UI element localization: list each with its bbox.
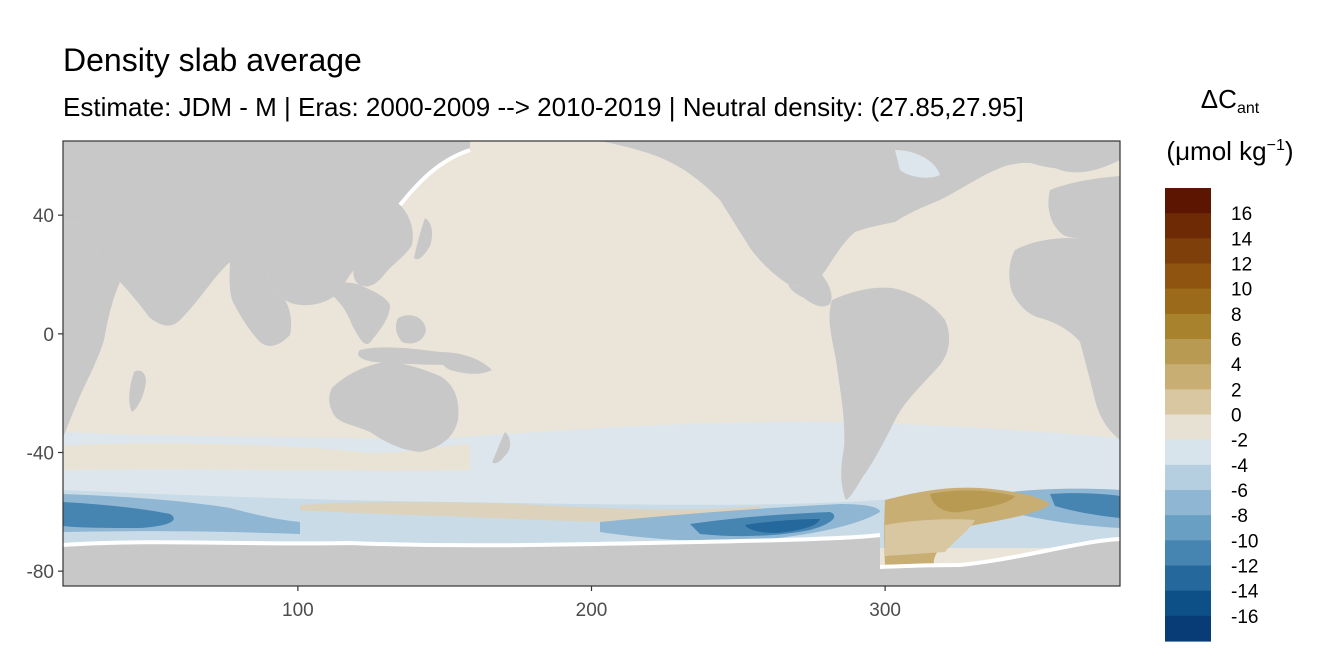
- so-indian-deep: [63, 502, 174, 528]
- land-japan: [414, 218, 433, 260]
- colorbar-swatch: [1165, 313, 1211, 340]
- colorbar-swatch: [1165, 213, 1211, 239]
- colorbar-swatch: [1165, 464, 1211, 491]
- y-axis: 40 0 -40 -80: [27, 206, 63, 583]
- y-tick-label: -40: [27, 444, 54, 465]
- colorbar-label: 14: [1231, 229, 1253, 250]
- land-masses: [63, 141, 1120, 586]
- land-madagascar: [129, 370, 146, 412]
- land-africa-west: [63, 222, 120, 438]
- land-central-america: [788, 275, 832, 307]
- legend-unit: (μmol kg−1): [1160, 136, 1300, 167]
- x-tick-label: 200: [576, 600, 608, 621]
- colorbar-swatch: [1165, 288, 1211, 315]
- so-atlantic-east-deep: [1050, 493, 1120, 518]
- colorbar-swatch: [1165, 414, 1211, 441]
- land-antarctica: [63, 536, 1120, 586]
- weddell-light: [885, 519, 975, 556]
- colorbar-label: -4: [1231, 456, 1248, 477]
- map-panel: [63, 141, 1120, 586]
- colorbar-label: -2: [1231, 431, 1248, 452]
- land-greenland: [1000, 141, 1082, 169]
- north-atlantic-patch: [895, 150, 940, 178]
- land-borneo: [395, 315, 426, 344]
- x-tick-label: 100: [282, 600, 314, 621]
- land-india: [229, 262, 292, 346]
- so-band-neutral: [63, 443, 470, 471]
- colorbar-label: -12: [1231, 557, 1258, 578]
- colorbar-label: 2: [1231, 380, 1242, 401]
- land-north-america: [600, 141, 1120, 286]
- colorbar-swatch: [1165, 540, 1211, 567]
- no-data-margins: [63, 148, 1120, 569]
- colorbar-swatch: [1165, 238, 1211, 265]
- legend-title: ΔCant: [1160, 84, 1300, 118]
- land-new-guinea: [439, 352, 492, 374]
- x-axis: 100 200 300: [282, 586, 901, 621]
- land-east-asia: [353, 205, 413, 287]
- y-tick-label: 40: [33, 206, 54, 227]
- colorbar-swatch: [1165, 490, 1211, 516]
- so-pacific-core: [745, 519, 820, 533]
- plot-subtitle: Estimate: JDM - M | Eras: 2000-2009 --> …: [63, 92, 1024, 122]
- colorbar-label: 6: [1231, 330, 1242, 351]
- x-tick-label: 300: [869, 600, 901, 621]
- plot-title: Density slab average: [63, 42, 362, 78]
- colorbar-swatch: [1165, 439, 1211, 466]
- legend-title-main: ΔC: [1200, 84, 1237, 114]
- legend-unit-prefix: (μmol kg: [1166, 136, 1267, 166]
- coast-margin-weddell: [879, 537, 1120, 569]
- colorbar-label: 10: [1231, 280, 1252, 301]
- colorbar-label: 8: [1231, 305, 1242, 326]
- colorbar-swatch: [1165, 389, 1211, 416]
- land-eurasia-africa-west: [63, 141, 470, 326]
- weddell-core: [930, 490, 1015, 513]
- colorbar-swatch: [1165, 565, 1211, 592]
- land-australia: [329, 362, 459, 452]
- land-europe-africa-east: [1009, 238, 1120, 440]
- so-band-tan: [300, 502, 760, 523]
- colorbar-swatch: [1165, 339, 1211, 365]
- legend-unit-sup: −1: [1266, 137, 1285, 154]
- colorbar-swatch: [1165, 515, 1211, 541]
- colorbar-swatch: [1165, 364, 1211, 390]
- colorbar-swatch: [1165, 615, 1211, 642]
- colorbar-label: -14: [1231, 582, 1259, 603]
- colorbar-label: 16: [1231, 204, 1252, 225]
- colorbar-label: 4: [1231, 355, 1242, 376]
- colorbar-label: -6: [1231, 481, 1248, 502]
- y-tick-label: 0: [43, 325, 54, 346]
- land-southeast-asia: [320, 282, 390, 345]
- colorbar-label: -8: [1231, 506, 1248, 527]
- colorbar-label: 12: [1231, 255, 1252, 276]
- land-europe: [1048, 176, 1120, 244]
- colorbar-swatch: [1165, 188, 1211, 214]
- coast-margin-antarctica: [63, 533, 881, 548]
- colorbar-label: -10: [1231, 531, 1258, 552]
- land-new-zealand: [492, 432, 511, 464]
- coast-margin-asia: [398, 148, 471, 207]
- legend-unit-suffix: ): [1284, 136, 1294, 166]
- legend-title-sub: ant: [1236, 100, 1260, 117]
- colorbar-label: -16: [1231, 607, 1258, 628]
- land-south-america: [829, 287, 950, 500]
- colorbar-swatch: [1165, 590, 1211, 617]
- y-tick-label: -80: [27, 562, 54, 583]
- colorbar: 16 14 12 10 8 6 4 2 0 -2 -4 -6 -8 -10 -12 -14 -16: [1165, 188, 1259, 642]
- colorbar-swatch: [1165, 263, 1211, 290]
- colorbar-label: 0: [1231, 406, 1242, 427]
